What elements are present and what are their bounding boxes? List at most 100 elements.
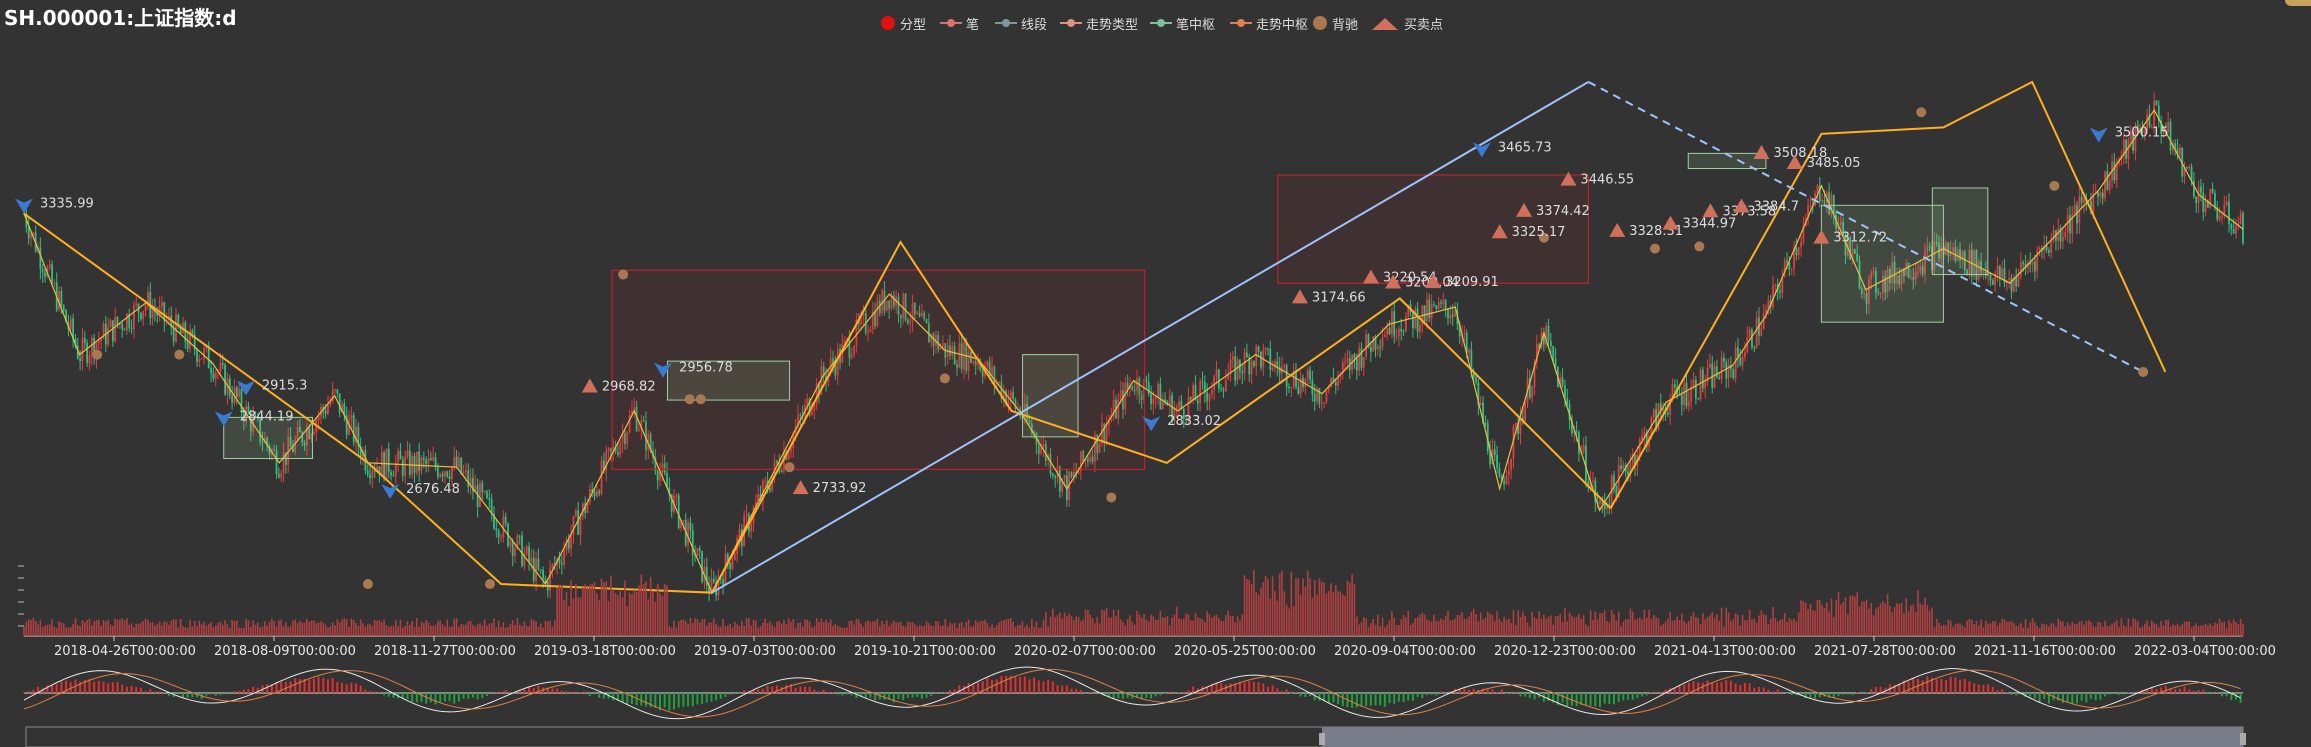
volume-bar xyxy=(2010,620,2013,636)
volume-bar xyxy=(1271,576,1274,636)
volume-bar xyxy=(801,626,804,636)
volume-bar xyxy=(1748,609,1751,636)
volume-bar xyxy=(850,620,853,636)
candle-body xyxy=(123,329,126,331)
legend-item[interactable]: 线段 xyxy=(995,12,1047,34)
volume-bar xyxy=(2036,625,2039,636)
candle-body xyxy=(1924,251,1926,274)
volume-bar xyxy=(151,622,154,636)
candle-body xyxy=(455,456,458,468)
candle-body xyxy=(1299,377,1302,394)
volume-bar xyxy=(743,626,745,636)
legend-item[interactable]: 分型 xyxy=(880,12,926,34)
toolbox-tab[interactable] xyxy=(2285,0,2311,6)
macd-bar xyxy=(789,684,792,693)
volume-bar xyxy=(963,627,965,636)
candle-body xyxy=(761,480,764,502)
macd-bar xyxy=(1912,678,1915,693)
macd-bar xyxy=(967,682,970,693)
legend-item[interactable]: 背驰 xyxy=(1312,12,1358,34)
macd-bar xyxy=(481,693,484,698)
candle-body xyxy=(923,312,926,320)
volume-bar xyxy=(191,626,194,636)
macd-bar xyxy=(228,693,231,695)
candle-body xyxy=(1486,423,1489,452)
legend-item[interactable]: 买卖点 xyxy=(1370,12,1443,34)
legend-item[interactable]: 走势类型 xyxy=(1060,12,1138,34)
candle-body xyxy=(675,495,678,497)
x-tick-label: 2020-05-25T00:00:00 xyxy=(1174,644,1316,659)
macd-bar xyxy=(284,681,287,693)
candle-body xyxy=(1617,465,1620,498)
candle-body xyxy=(1961,251,1964,261)
candle-body xyxy=(413,455,416,473)
macd-bar xyxy=(1753,687,1756,693)
zoom-slider-window[interactable] xyxy=(1322,727,2243,747)
volume-bar xyxy=(1080,621,1082,636)
macd-bar xyxy=(1954,677,1957,693)
volume-bar xyxy=(673,620,675,636)
candle-body xyxy=(1477,382,1480,406)
x-tick-label: 2021-04-13T00:00:00 xyxy=(1654,644,1796,659)
macd-bar xyxy=(1977,684,1980,693)
volume-bar xyxy=(867,620,869,636)
candle-body xyxy=(1998,266,2001,279)
volume-bar xyxy=(46,624,49,636)
volume-bar xyxy=(483,619,486,636)
candle-body xyxy=(640,420,643,430)
volume-bar xyxy=(1568,612,1571,636)
volume-bar xyxy=(1898,603,1901,636)
candle-body xyxy=(687,522,689,546)
candle-body xyxy=(1874,271,1877,293)
candle-body xyxy=(303,442,306,446)
candle-body xyxy=(878,300,881,314)
candle-body xyxy=(2230,224,2233,229)
macd-bar xyxy=(2234,693,2237,700)
candle-body xyxy=(574,510,577,517)
legend-item[interactable]: 走势中枢 xyxy=(1230,12,1308,34)
macd-bar xyxy=(808,686,811,693)
volume-bar xyxy=(755,620,757,636)
zoom-handle-left[interactable] xyxy=(1319,733,1325,745)
macd-bar xyxy=(1837,693,1840,697)
candle-body xyxy=(486,491,488,498)
volume-bar xyxy=(1180,619,1183,636)
candle-body xyxy=(1713,366,1716,388)
volume-bar xyxy=(175,619,177,636)
volume-bar xyxy=(776,621,778,636)
volume-bar xyxy=(748,618,750,636)
volume-bar xyxy=(1966,620,1968,636)
volume-bar xyxy=(2029,622,2032,636)
buy-point-marker xyxy=(1516,202,1533,217)
volume-bar xyxy=(1451,620,1454,636)
macd-bar xyxy=(46,685,49,693)
volume-bar xyxy=(1645,617,1648,636)
macd-bar xyxy=(1701,682,1704,693)
candle-body xyxy=(549,568,552,591)
volume-bar xyxy=(1124,625,1127,636)
macd-bar xyxy=(537,685,540,693)
zoom-handle-right[interactable] xyxy=(2240,733,2246,745)
candle-body xyxy=(207,345,210,369)
volume-bar xyxy=(525,625,528,636)
volume-bar xyxy=(1854,596,1856,636)
volume-bar xyxy=(1444,615,1447,636)
volume-bar xyxy=(1479,612,1482,636)
volume-bar xyxy=(60,622,63,636)
volume-bar xyxy=(55,627,58,636)
candle-body xyxy=(1853,249,1856,254)
chart-title: SH.000001:上证指数:d xyxy=(4,6,237,30)
volume-bar xyxy=(1119,619,1122,636)
legend-item[interactable]: 笔 xyxy=(940,12,979,34)
volume-bar xyxy=(76,624,79,636)
candle-body xyxy=(1182,408,1185,420)
macd-bar xyxy=(350,682,353,693)
legend-item[interactable]: 笔中枢 xyxy=(1150,12,1215,34)
volume-bar xyxy=(727,625,729,636)
volume-bar xyxy=(1484,617,1487,636)
volume-bar xyxy=(37,624,39,636)
volume-bar xyxy=(2139,627,2141,636)
volume-bar xyxy=(2087,620,2090,636)
volume-bar xyxy=(401,627,404,636)
